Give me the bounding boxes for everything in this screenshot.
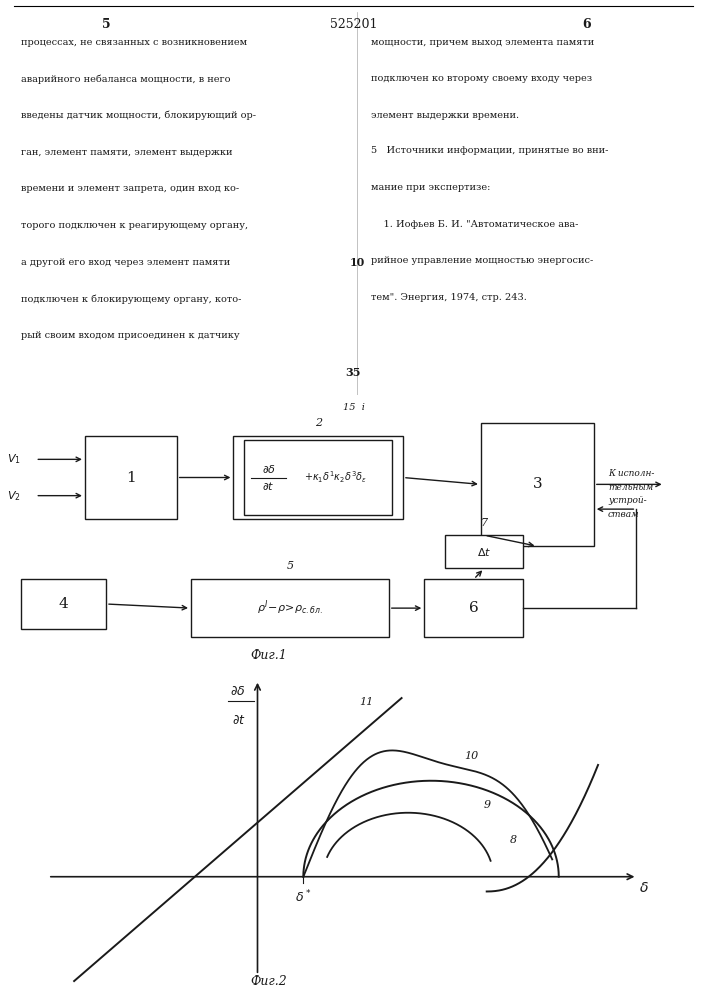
Bar xyxy=(481,422,594,546)
Bar xyxy=(191,579,389,637)
Text: 3: 3 xyxy=(532,477,542,491)
Text: времени и элемент запрета, один вход ко-: времени и элемент запрета, один вход ко- xyxy=(21,184,240,193)
Text: Фиг.1: Фиг.1 xyxy=(250,649,287,662)
Text: 15  i: 15 i xyxy=(343,403,364,412)
Text: мощности, причем выход элемента памяти: мощности, причем выход элемента памяти xyxy=(371,38,595,47)
Text: подключен ко второму своему входу через: подключен ко второму своему входу через xyxy=(371,74,592,83)
Bar xyxy=(424,579,523,637)
Bar xyxy=(244,440,392,515)
Text: аварийного небаланса мощности, в него: аварийного небаланса мощности, в него xyxy=(21,74,230,84)
Bar xyxy=(233,436,403,519)
Text: 525201: 525201 xyxy=(329,18,378,31)
Text: рийное управление мощностью энергосис-: рийное управление мощностью энергосис- xyxy=(371,256,593,265)
Text: $\partial\delta$: $\partial\delta$ xyxy=(230,685,246,698)
Text: 5: 5 xyxy=(286,561,293,571)
Text: $V_2$: $V_2$ xyxy=(7,489,21,503)
Text: 6: 6 xyxy=(583,18,591,31)
Text: рый своим входом присоединен к датчику: рый своим входом присоединен к датчику xyxy=(21,331,240,340)
Text: тельным: тельным xyxy=(608,483,653,492)
Text: $V_1$: $V_1$ xyxy=(7,452,21,466)
Text: $\partial t$: $\partial t$ xyxy=(232,714,246,727)
Text: $\delta^*$: $\delta^*$ xyxy=(295,889,312,906)
Text: тем". Энергия, 1974, стр. 243.: тем". Энергия, 1974, стр. 243. xyxy=(371,293,527,302)
Text: К исполн-: К исполн- xyxy=(608,469,655,478)
Text: $\Delta t$: $\Delta t$ xyxy=(477,546,491,558)
Text: 5: 5 xyxy=(102,18,110,31)
Text: $\rho^I\!-\!\rho\!>\!\rho_{c.\mathit{бл.}}$: $\rho^I\!-\!\rho\!>\!\rho_{c.\mathit{бл.… xyxy=(257,599,323,617)
Text: 6: 6 xyxy=(469,601,479,615)
Text: 1: 1 xyxy=(126,471,136,485)
Text: 10: 10 xyxy=(464,751,478,761)
Text: 35: 35 xyxy=(346,366,361,377)
Bar xyxy=(21,579,106,629)
Text: $\delta$: $\delta$ xyxy=(639,881,649,895)
Text: $\partial t$: $\partial t$ xyxy=(262,480,275,492)
Text: 1. Иофьев Б. И. "Автоматическое ава-: 1. Иофьев Б. И. "Автоматическое ава- xyxy=(371,220,578,229)
Bar xyxy=(85,436,177,519)
Text: $+\kappa_1\delta^1\kappa_2\delta^3\delta_\varepsilon$: $+\kappa_1\delta^1\kappa_2\delta^3\delta… xyxy=(304,470,367,485)
Text: 7: 7 xyxy=(481,518,488,528)
Text: 4: 4 xyxy=(59,597,69,611)
Text: элемент выдержки времени.: элемент выдержки времени. xyxy=(371,111,520,120)
Text: $\partial\delta$: $\partial\delta$ xyxy=(262,463,276,475)
Text: ствам: ствам xyxy=(608,510,640,519)
Text: 9: 9 xyxy=(484,800,491,810)
Text: устрой-: устрой- xyxy=(608,496,647,505)
Text: 11: 11 xyxy=(359,697,373,707)
Text: а другой его вход через элемент памяти: а другой его вход через элемент памяти xyxy=(21,258,230,267)
Text: 5   Источники информации, принятые во вни-: 5 Источники информации, принятые во вни- xyxy=(371,146,609,155)
Text: подключен к блокирующему органу, кото-: подключен к блокирующему органу, кото- xyxy=(21,295,242,304)
Text: введены датчик мощности, блокирующий ор-: введены датчик мощности, блокирующий ор- xyxy=(21,111,256,120)
Text: процессах, не связанных с возникновением: процессах, не связанных с возникновением xyxy=(21,38,247,47)
Text: Фиг.2: Фиг.2 xyxy=(250,975,287,988)
Text: мание при экспертизе:: мание при экспертизе: xyxy=(371,183,491,192)
Bar xyxy=(445,535,523,568)
Text: ган, элемент памяти, элемент выдержки: ган, элемент памяти, элемент выдержки xyxy=(21,148,233,157)
Text: 2: 2 xyxy=(315,418,322,428)
Text: 8: 8 xyxy=(510,835,517,845)
Text: 10: 10 xyxy=(349,257,365,268)
Text: торого подключен к реагирующему органу,: торого подключен к реагирующему органу, xyxy=(21,221,248,230)
